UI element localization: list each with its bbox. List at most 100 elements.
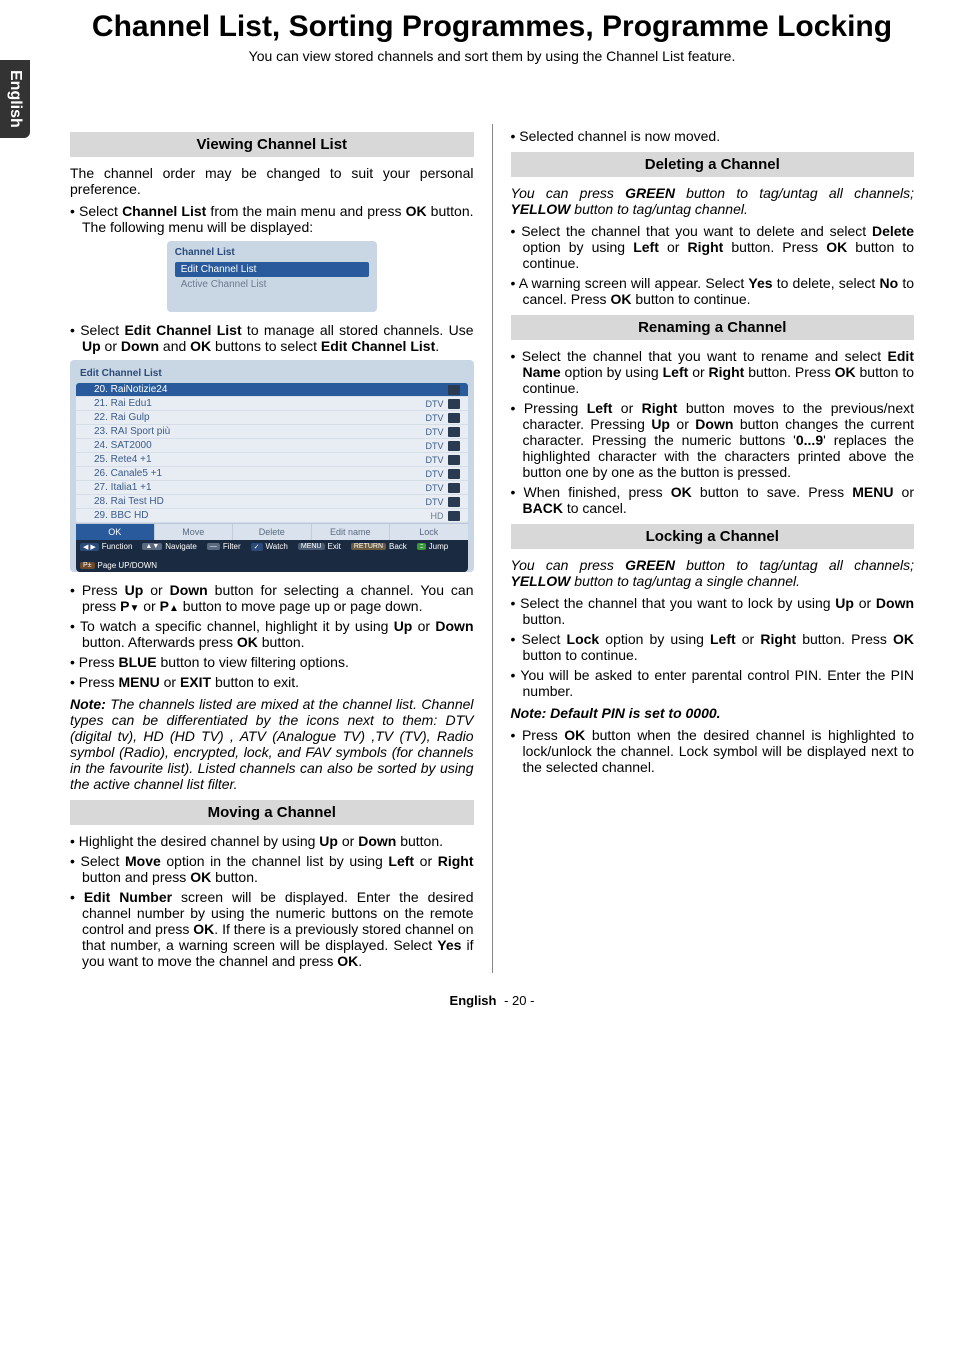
tv-icon <box>448 441 460 451</box>
ecl-foot-chip: MENU <box>298 543 325 550</box>
ecl-channel-row: 20. RaiNotizie24 <box>76 383 468 397</box>
bullet-rename-finish: When finished, press OK button to save. … <box>511 484 915 516</box>
channel-list-menu-screenshot: Channel List Edit Channel List Active Ch… <box>167 241 377 312</box>
bullet-press-menu-exit: Press MENU or EXIT button to exit. <box>70 674 474 690</box>
ecl-tag-label: DTV <box>426 483 444 493</box>
column-divider <box>492 124 493 973</box>
ecl-channel-label: 21. Rai Edu1 <box>94 398 152 409</box>
bullet-channel-moved: Selected channel is now moved. <box>511 128 915 144</box>
ecl-channel-tags: DTV <box>426 497 460 507</box>
ecl-channel-tags: DTV <box>426 427 460 437</box>
tv-icon <box>448 455 460 465</box>
bullet-highlight-channel: Highlight the desired channel by using U… <box>70 833 474 849</box>
bullet-select-rename: Select the channel that you want to rena… <box>511 348 915 396</box>
tv-icon <box>448 497 460 507</box>
ecl-channel-row: 27. Italia1 +1 DTV <box>76 481 468 495</box>
ecl-channel-tags <box>448 385 460 395</box>
bullet-watch-specific: To watch a specific channel, highlight i… <box>70 618 474 650</box>
ecl-title: Edit Channel List <box>76 366 468 383</box>
ecl-foot-label: Page UP/DOWN <box>98 561 158 570</box>
ecl-tag-label: DTV <box>426 413 444 423</box>
ecl-channel-row: 22. Rai Gulp DTV <box>76 411 468 425</box>
footer-page: - 20 - <box>504 993 534 1008</box>
tv-icon <box>448 469 460 479</box>
ecl-channel-label: 24. SAT2000 <box>94 440 152 451</box>
ecl-foot-label: Filter <box>223 542 241 551</box>
ecl-channel-label: 28. Rai Test HD <box>94 496 164 507</box>
page-subtitle: You can view stored channels and sort th… <box>70 48 914 64</box>
ecl-foot-item: ▲▼Navigate <box>142 542 196 551</box>
ecl-foot-label: Watch <box>266 542 288 551</box>
ecl-action-ok: OK <box>76 524 155 540</box>
ecl-tag-label: HD <box>431 511 444 521</box>
text-green-yellow-delete: You can press GREEN button to tag/untag … <box>511 185 915 217</box>
ecl-foot-chip: — <box>207 543 220 550</box>
text-green-yellow-lock: You can press GREEN button to tag/untag … <box>511 557 915 589</box>
tv-icon <box>448 385 460 395</box>
tv-icon <box>448 511 460 521</box>
bullet-delete-warning: A warning screen will appear. Select Yes… <box>511 275 915 307</box>
section-viewing-channel-list: Viewing Channel List <box>70 132 474 157</box>
ecl-channel-tags: HD <box>431 511 460 521</box>
ecl-action-delete: Delete <box>233 524 312 540</box>
ecl-channel-label: 26. Canale5 +1 <box>94 468 162 479</box>
ecl-channel-row: 24. SAT2000 DTV <box>76 439 468 453</box>
ecl-channel-tags: DTV <box>426 413 460 423</box>
ecl-channel-row: 29. BBC HD HD <box>76 509 468 523</box>
ecl-foot-chip: ::: <box>417 543 426 550</box>
text-intro: The channel order may be changed to suit… <box>70 165 474 197</box>
bullet-select-edit-channel-list: Select Edit Channel List to manage all s… <box>70 322 474 354</box>
ecl-foot-item: P±Page UP/DOWN <box>80 561 157 570</box>
note-default-pin: Note: Default PIN is set to 0000. <box>511 705 915 721</box>
ecl-foot-chip: ✓ <box>251 543 263 551</box>
ecl-channel-label: 23. RAI Sport più <box>94 426 170 437</box>
bullet-edit-number: Edit Number screen will be displayed. En… <box>70 889 474 969</box>
ecl-channel-tags: DTV <box>426 483 460 493</box>
page-footer: English - 20 - <box>70 993 914 1008</box>
ecl-action-edit-name: Edit name <box>312 524 391 540</box>
menu-item-edit-channel-list: Edit Channel List <box>175 262 369 277</box>
ecl-foot-item: ✓Watch <box>251 542 288 551</box>
menu-title: Channel List <box>175 247 369 258</box>
bullet-select-move: Select Move option in the channel list b… <box>70 853 474 885</box>
ecl-foot-chip: RETURN <box>351 543 386 550</box>
footer-lang: English <box>450 993 497 1008</box>
bullet-select-delete: Select the channel that you want to dele… <box>511 223 915 271</box>
ecl-channel-label: 27. Italia1 +1 <box>94 482 152 493</box>
ecl-channel-row: 28. Rai Test HD DTV <box>76 495 468 509</box>
note-channels-listed: Note: The channels listed are mixed at t… <box>70 696 474 792</box>
bullet-select-channel-list: Select Channel List from the main menu a… <box>70 203 474 235</box>
ecl-channel-row: 25. Rete4 +1 DTV <box>76 453 468 467</box>
bullet-press-blue: Press BLUE button to view filtering opti… <box>70 654 474 670</box>
ecl-foot-chip: ▲▼ <box>142 543 162 550</box>
ecl-tag-label: DTV <box>426 427 444 437</box>
ecl-foot-label: Exit <box>328 542 341 551</box>
ecl-tag-label: DTV <box>426 455 444 465</box>
bullet-enter-pin: You will be asked to enter parental cont… <box>511 667 915 699</box>
ecl-foot-chip: P± <box>80 562 95 569</box>
section-deleting-channel: Deleting a Channel <box>511 152 915 177</box>
section-locking-channel: Locking a Channel <box>511 524 915 549</box>
tv-icon <box>448 483 460 493</box>
page-title: Channel List, Sorting Programmes, Progra… <box>70 10 914 44</box>
ecl-tag-label: DTV <box>426 399 444 409</box>
ecl-tag-label: DTV <box>426 441 444 451</box>
ecl-foot-item: ◀ ▶Function <box>80 542 132 551</box>
ecl-foot-chip: ◀ ▶ <box>80 543 99 551</box>
ecl-channel-row: 26. Canale5 +1 DTV <box>76 467 468 481</box>
ecl-channel-tags: DTV <box>426 455 460 465</box>
ecl-tag-label: DTV <box>426 469 444 479</box>
edit-channel-list-screenshot: Edit Channel List 20. RaiNotizie2421. Ra… <box>70 360 474 572</box>
bullet-press-up-down: Press Up or Down button for selecting a … <box>70 582 474 614</box>
section-moving-channel: Moving a Channel <box>70 800 474 825</box>
ecl-foot-label: Jump <box>429 542 449 551</box>
ecl-channel-label: 25. Rete4 +1 <box>94 454 152 465</box>
ecl-foot-item: :::Jump <box>417 542 448 551</box>
ecl-channel-label: 22. Rai Gulp <box>94 412 150 423</box>
menu-item-active-channel-list: Active Channel List <box>175 277 369 292</box>
ecl-action-move: Move <box>155 524 234 540</box>
ecl-channel-tags: DTV <box>426 441 460 451</box>
ecl-channel-label: 29. BBC HD <box>94 510 148 521</box>
bullet-select-lock-channel: Select the channel that you want to lock… <box>511 595 915 627</box>
ecl-channel-tags: DTV <box>426 469 460 479</box>
